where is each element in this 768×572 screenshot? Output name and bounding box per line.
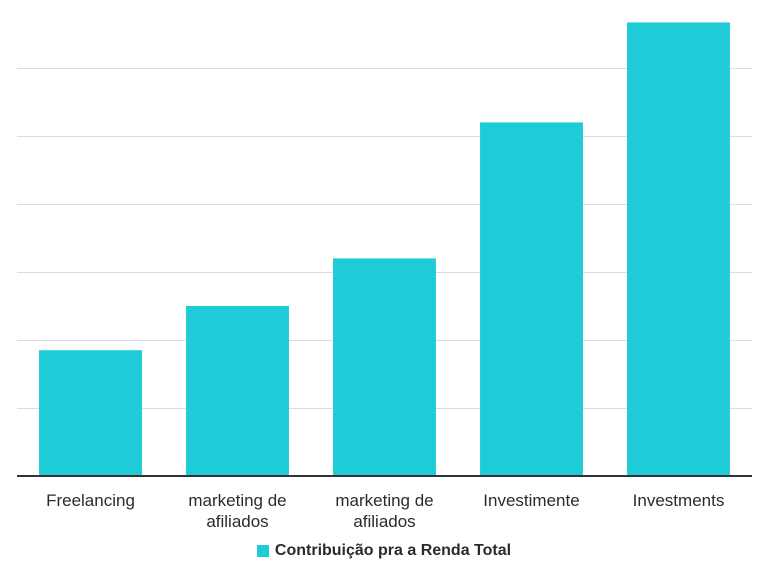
- bars: [39, 22, 730, 477]
- bar: [627, 22, 730, 476]
- x-tick-labels: Freelancing marketing de afiliadosmarketin…: [46, 491, 724, 531]
- bar: [480, 122, 583, 477]
- x-tick-label-line: marketing de: [335, 491, 433, 510]
- x-tick-label: Investments: [633, 491, 725, 510]
- x-tick-label: Freelancing: [46, 491, 135, 510]
- x-tick-label-line: Freelancing: [46, 491, 135, 510]
- legend-swatch: [256, 545, 269, 557]
- x-tick-label-line: Investimente: [483, 491, 579, 510]
- bar: [39, 350, 142, 476]
- legend: Contribuição pra a Renda Total: [0, 542, 768, 560]
- x-tick-label-line: afiliados: [353, 512, 415, 531]
- legend-label: Contribuição pra a Renda Total: [274, 542, 512, 559]
- bar: [333, 258, 436, 476]
- x-tick-label-line: Investments: [633, 491, 725, 510]
- x-tick-label-line: afiliados: [206, 512, 268, 531]
- x-tick-label: marketing de afiliados: [188, 491, 286, 531]
- x-tick-label: marketing de afiliados: [335, 491, 433, 531]
- x-tick-label: Investimente: [483, 491, 579, 510]
- x-tick-label-line: marketing de: [188, 491, 286, 510]
- bar: [186, 306, 289, 476]
